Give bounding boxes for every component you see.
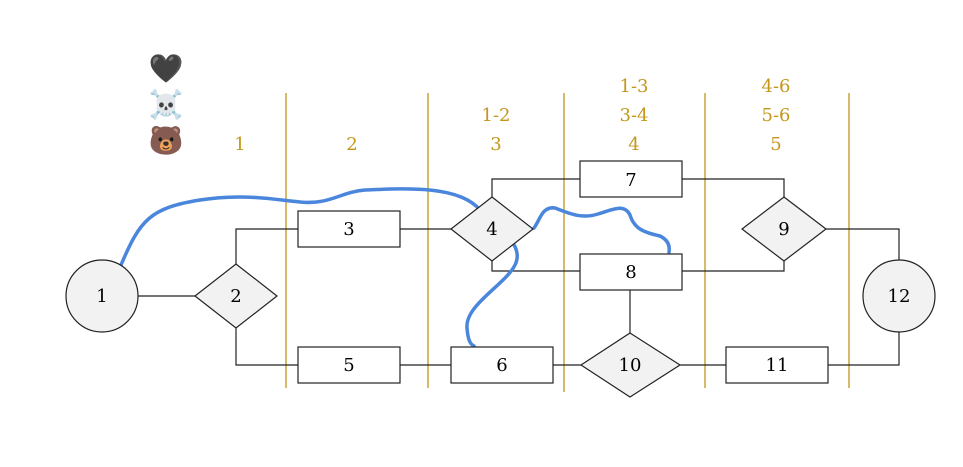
node-label: 1 bbox=[96, 286, 107, 307]
highlighted-route bbox=[532, 206, 671, 254]
node-label: 6 bbox=[496, 355, 507, 376]
column-label: 3-4 bbox=[620, 105, 649, 126]
column-label: 3 bbox=[490, 134, 501, 155]
column-label: 1 bbox=[234, 134, 245, 155]
edge-4-8 bbox=[491, 261, 580, 272]
black-heart-icon: 🖤 bbox=[149, 52, 184, 85]
edge-11-12 bbox=[828, 332, 900, 366]
node-5: 5 bbox=[297, 346, 401, 384]
edge-4-7 bbox=[491, 178, 580, 197]
node-4: 4 bbox=[450, 196, 534, 262]
node-label: 7 bbox=[625, 170, 636, 191]
node-label: 11 bbox=[766, 355, 789, 376]
node-label: 8 bbox=[625, 262, 636, 283]
node-9: 9 bbox=[741, 196, 827, 262]
column-label: 5 bbox=[770, 134, 781, 155]
node-12: 12 bbox=[862, 259, 936, 333]
node-label: 5 bbox=[343, 355, 354, 376]
node-label: 2 bbox=[230, 286, 241, 307]
bear-face-icon: 🐻 bbox=[149, 123, 184, 157]
node-10: 10 bbox=[579, 332, 682, 398]
node-3: 3 bbox=[297, 210, 401, 248]
column-label: 1-2 bbox=[482, 105, 511, 126]
edge-2-5 bbox=[235, 328, 298, 366]
node-1: 1 bbox=[65, 259, 139, 333]
edge-9-12 bbox=[826, 228, 900, 260]
node-label: 10 bbox=[619, 355, 642, 376]
column-label: 5-6 bbox=[762, 105, 791, 126]
edges bbox=[138, 178, 900, 366]
node-2: 2 bbox=[194, 263, 278, 329]
column-label: 2 bbox=[346, 134, 357, 155]
node-11: 11 bbox=[725, 346, 829, 384]
edge-7-9 bbox=[682, 178, 785, 197]
node-6: 6 bbox=[450, 346, 554, 384]
node-label: 3 bbox=[343, 219, 354, 240]
node-label: 9 bbox=[778, 219, 789, 240]
edge-8-9 bbox=[682, 261, 785, 272]
node-8: 8 bbox=[579, 253, 683, 291]
node-7: 7 bbox=[579, 160, 683, 198]
edge-2-3 bbox=[235, 228, 298, 264]
column-label: 1-3 bbox=[620, 76, 649, 97]
column-label: 4 bbox=[628, 134, 639, 155]
column-label: 4-6 bbox=[762, 76, 791, 97]
node-label: 12 bbox=[888, 286, 911, 307]
skull-crossbones-icon: ☠️ bbox=[149, 88, 184, 121]
highlighted-route bbox=[119, 187, 519, 348]
node-label: 4 bbox=[486, 219, 497, 240]
